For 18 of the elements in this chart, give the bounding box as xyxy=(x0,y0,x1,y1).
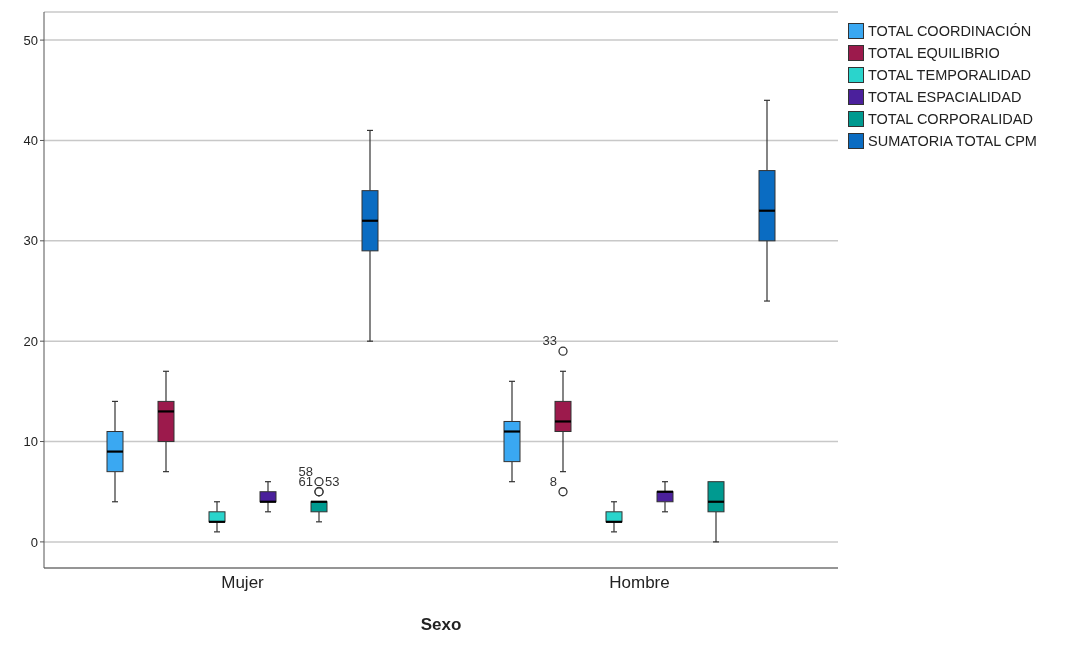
legend-label: SUMATORIA TOTAL CPM xyxy=(868,133,1037,149)
legend-label: TOTAL CORPORALIDAD xyxy=(868,111,1033,127)
annotation: 53 xyxy=(325,473,340,489)
y-tick-label: 10 xyxy=(23,434,38,450)
annotation: 33 xyxy=(542,333,557,349)
y-tick-label: 20 xyxy=(23,333,38,349)
y-tick-label: 50 xyxy=(23,32,38,48)
legend-label: TOTAL TEMPORALIDAD xyxy=(868,67,1032,83)
y-tick-label: 40 xyxy=(23,133,38,149)
x-tick-label: Mujer xyxy=(221,573,265,593)
y-tick-label: 0 xyxy=(30,534,38,550)
x-axis-title: Sexo xyxy=(420,615,462,634)
x-tick-label: Hombre xyxy=(609,573,670,593)
legend-label: TOTAL EQUILIBRIO xyxy=(868,45,1000,61)
annotation: 8 xyxy=(549,473,557,489)
legend-label: TOTAL COORDINACIÓN xyxy=(868,23,1032,39)
y-tick-label: 30 xyxy=(23,233,38,249)
legend-label: TOTAL ESPACIALIDAD xyxy=(868,89,1022,105)
